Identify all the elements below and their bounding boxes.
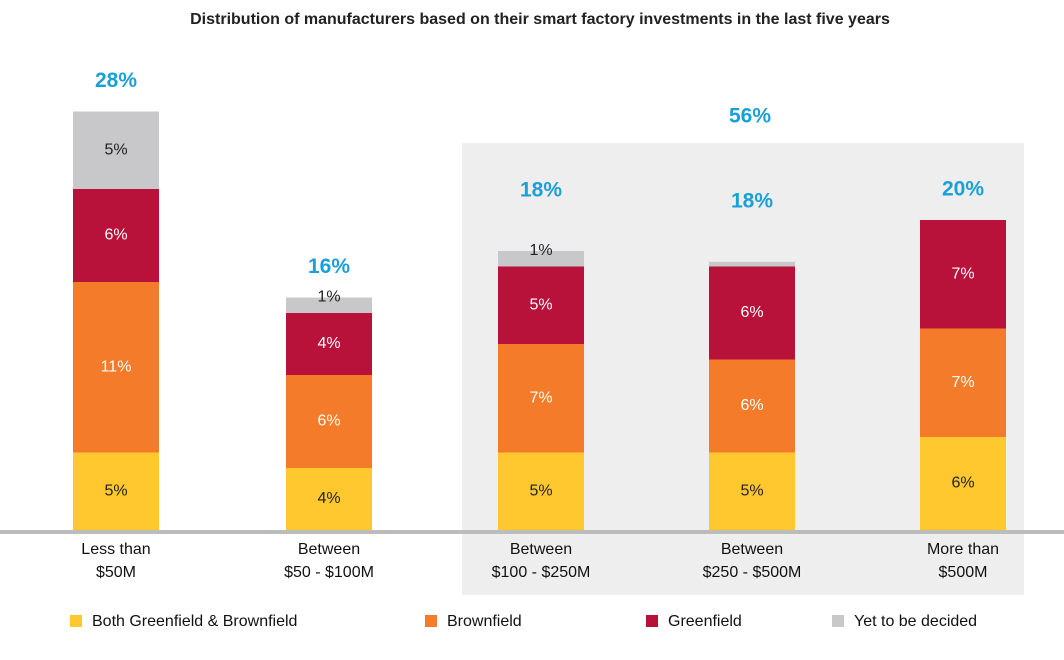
bar-segment: [709, 452, 795, 530]
value-label: 1%: [529, 242, 552, 259]
bar-segment: [920, 220, 1006, 329]
bar-segment: [73, 111, 159, 189]
group-total-label: 56%: [729, 105, 771, 128]
bar-segment: [709, 359, 795, 453]
value-label: 6%: [104, 227, 127, 244]
chart-title: Distribution of manufacturers based on t…: [190, 11, 890, 28]
value-label: 5%: [104, 141, 127, 158]
x-tick-label: Between $100 - $250M: [491, 541, 591, 581]
bar-segment: [498, 251, 584, 267]
legend-swatch: [832, 615, 844, 627]
value-label: 4%: [317, 490, 340, 507]
value-label: 7%: [951, 265, 974, 282]
total-label: 18%: [731, 189, 773, 212]
legend-label: Brownfield: [447, 613, 522, 630]
bar-segment: [709, 266, 795, 360]
bar-segment: [709, 261, 795, 267]
legend-label: Yet to be decided: [854, 613, 977, 630]
value-label: 6%: [317, 413, 340, 430]
bar-segment: [498, 452, 584, 530]
total-label: 16%: [308, 255, 350, 278]
value-label: 7%: [529, 389, 552, 406]
total-label: 18%: [520, 179, 562, 202]
bar-segment: [498, 266, 584, 344]
legend-swatch: [70, 615, 82, 627]
x-tick-label: Between $250 - $500M: [702, 541, 802, 581]
total-label: 28%: [95, 69, 137, 92]
legend-label: Both Greenfield & Brownfield: [92, 613, 297, 630]
x-tick-label: Less than $50M: [81, 541, 151, 581]
value-label: 5%: [740, 482, 763, 499]
value-label: 1%: [317, 288, 340, 305]
bar-segment: [286, 297, 372, 313]
bar-segment: [920, 437, 1006, 530]
legend-swatch: [425, 615, 437, 627]
value-label: 5%: [104, 482, 127, 499]
legend-label: Greenfield: [668, 613, 742, 630]
bar-segment: [286, 313, 372, 375]
value-label: 6%: [951, 475, 974, 492]
value-label: 5%: [529, 482, 552, 499]
bar-segment: [73, 452, 159, 530]
bar-segment: [286, 468, 372, 530]
value-label: 11%: [101, 358, 132, 375]
value-label: 7%: [951, 374, 974, 391]
value-label: 6%: [740, 397, 763, 414]
bar-segment: [920, 328, 1006, 437]
x-tick-label: Between $50 - $100M: [284, 541, 374, 581]
legend-swatch: [646, 615, 658, 627]
value-label: 6%: [740, 304, 763, 321]
bar-segment: [498, 344, 584, 453]
bar-segment: [73, 282, 159, 453]
x-tick-label: More than $500M: [926, 541, 1000, 581]
total-label: 20%: [942, 178, 984, 201]
bar-segment: [286, 375, 372, 468]
value-label: 5%: [529, 296, 552, 313]
value-label: 4%: [317, 335, 340, 352]
bar-segment: [73, 189, 159, 282]
